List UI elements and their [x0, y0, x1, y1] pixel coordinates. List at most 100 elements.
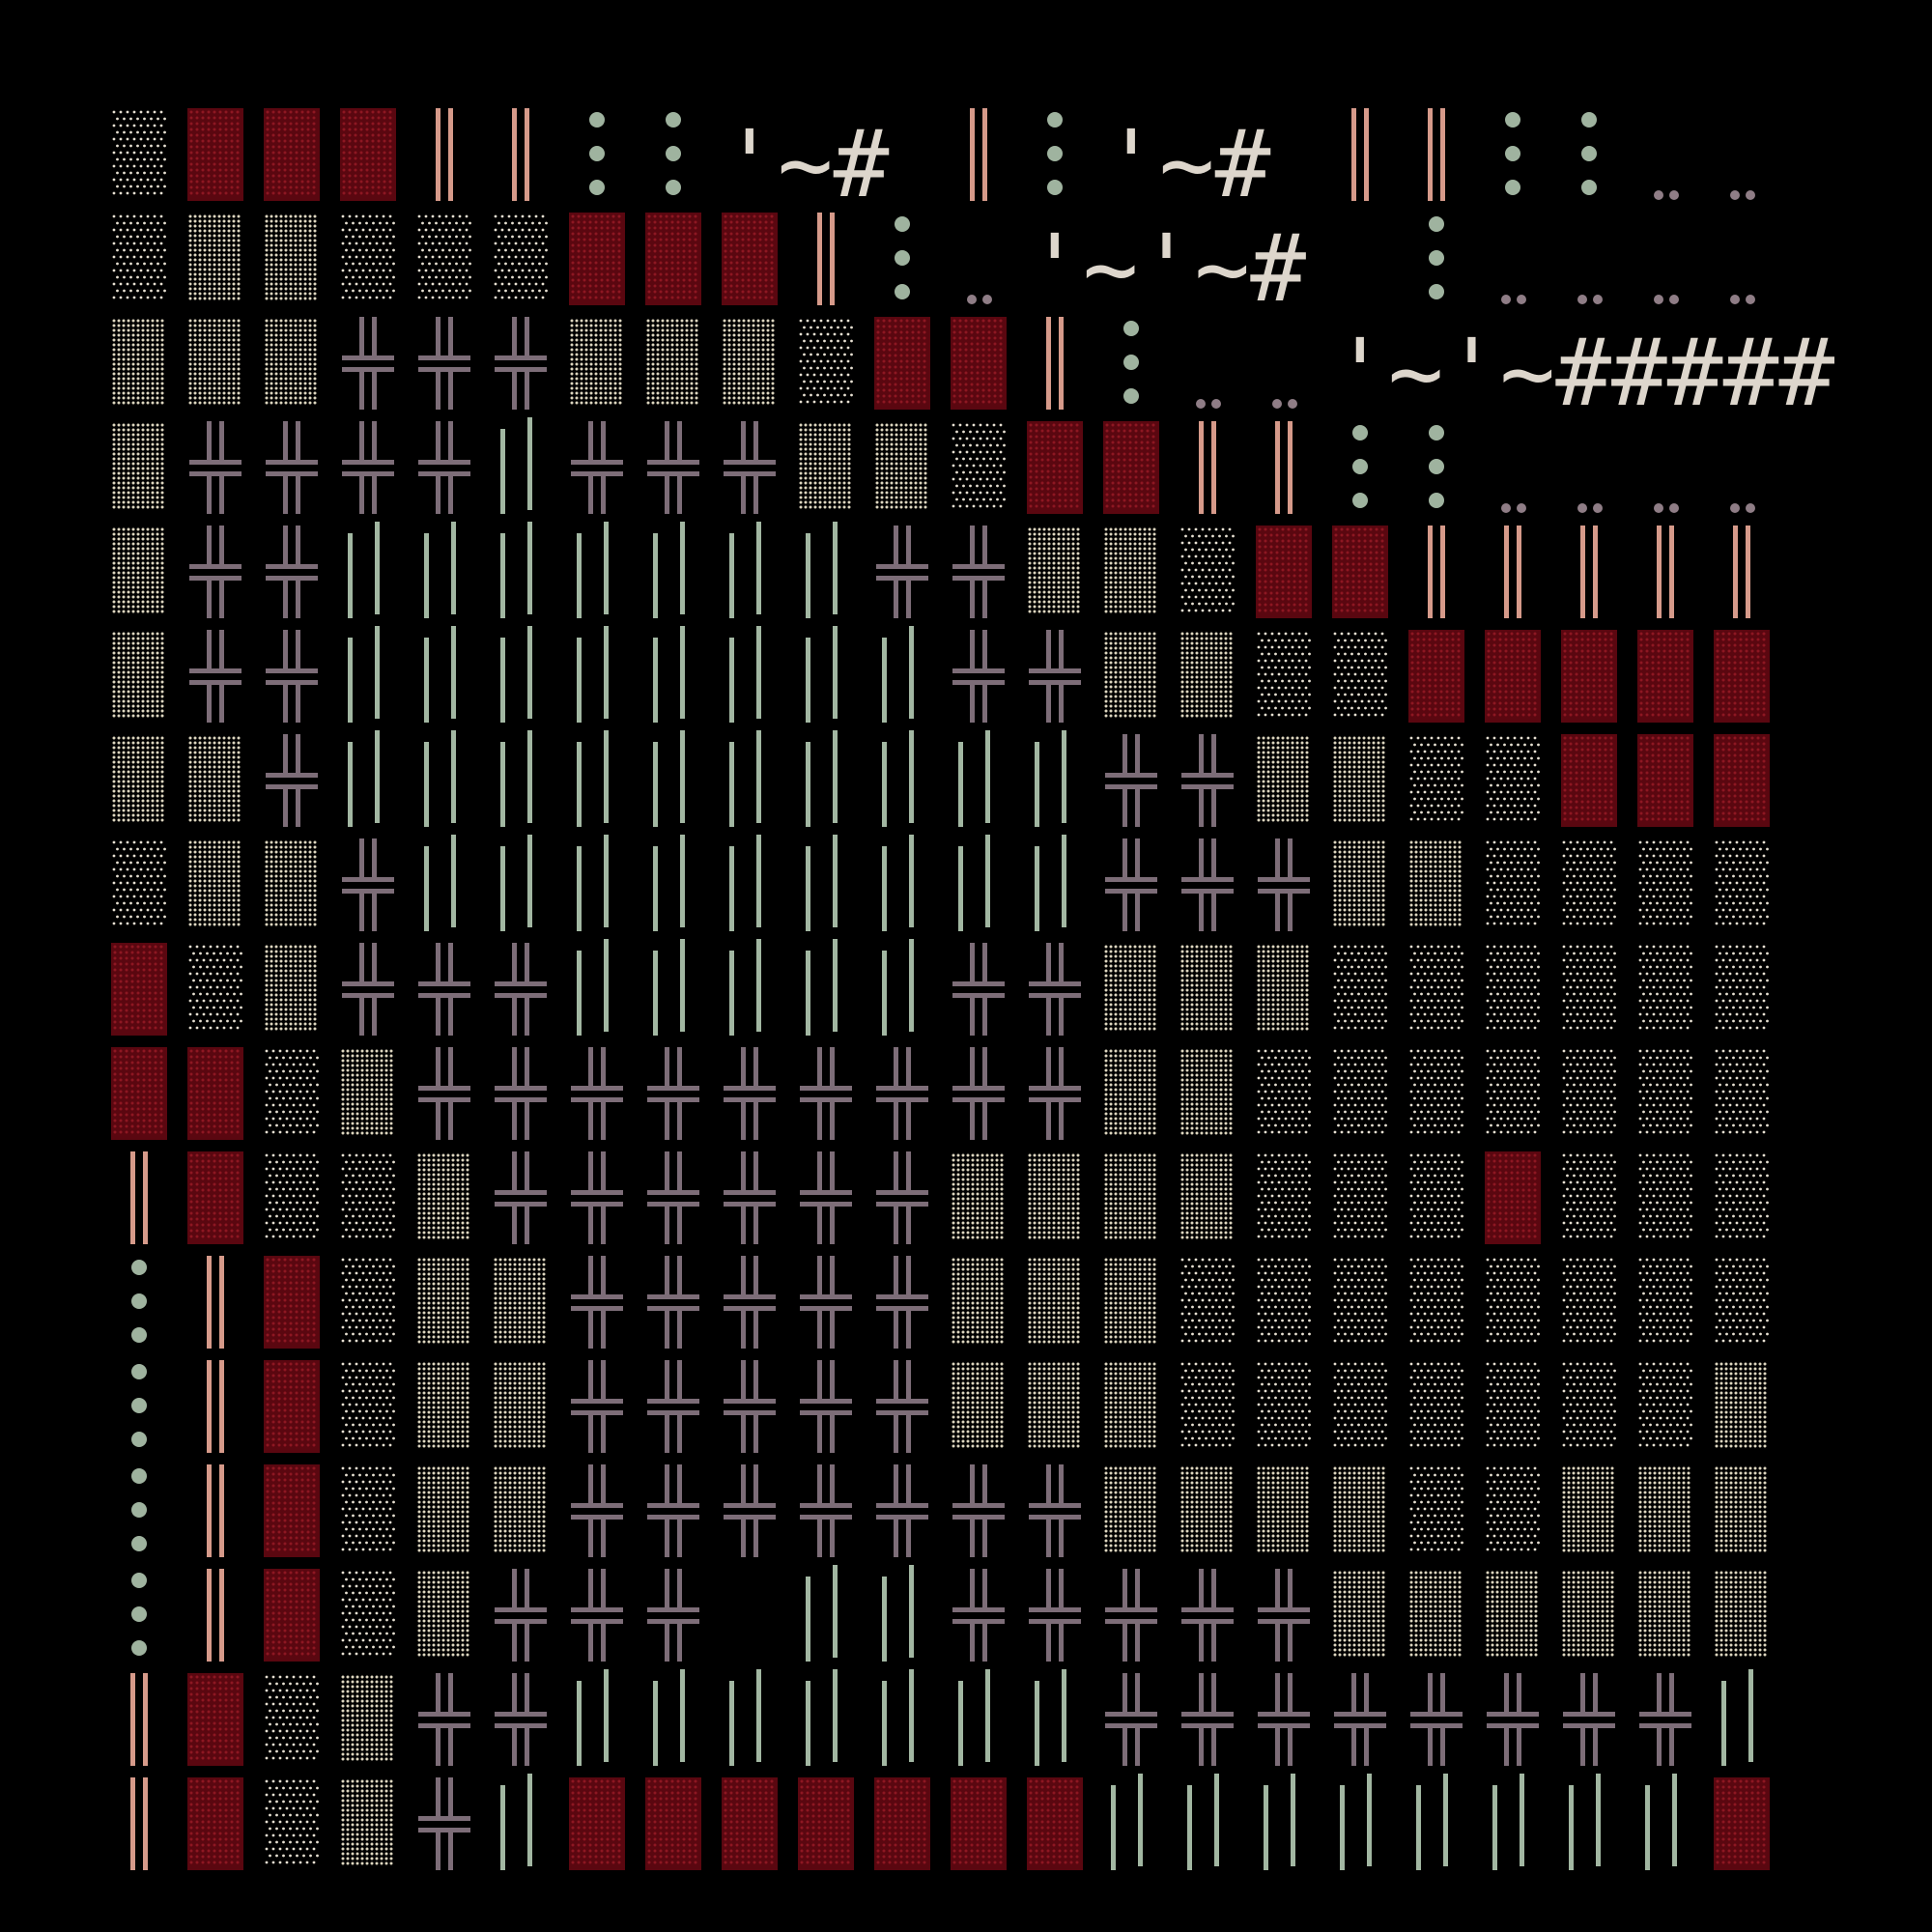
cross-glyph-r4-c11	[952, 526, 1005, 618]
dense-dot-tile-r10-c13	[1105, 1154, 1156, 1239]
cross-glyph-r15-c18	[1487, 1673, 1539, 1766]
sparse-dot-tile-r1-c5	[495, 215, 548, 299]
sparse-dot-tile-r11-c14	[1181, 1259, 1235, 1343]
cross-glyph-r9-c9	[800, 1047, 852, 1140]
sparse-dot-tile-r9-c19	[1563, 1050, 1616, 1134]
cross-glyph-r13-c8	[724, 1464, 776, 1557]
cross-glyph-r13-c12	[1029, 1464, 1081, 1557]
small-dot-pair-r0-c21	[1730, 190, 1755, 200]
pink-double-bar-r0-c5	[512, 108, 529, 201]
cross-glyph-r15-c14	[1181, 1673, 1234, 1766]
cross-glyph-r9-c7	[647, 1047, 699, 1140]
cross-glyph-r3-c6	[571, 421, 623, 514]
sparse-dot-tile-r7-c18	[1487, 841, 1540, 925]
dense-dot-tile-r14-c21	[1716, 1572, 1767, 1657]
green-bar-pair-r7-c4	[424, 835, 456, 931]
pink-double-bar-r1-c9	[817, 213, 835, 305]
cross-glyph-r7-c13	[1105, 838, 1157, 931]
dense-dot-tile-r1-c2	[266, 215, 317, 300]
sparse-dot-tile-r7-c19	[1563, 841, 1616, 925]
cross-glyph-r7-c14	[1181, 838, 1234, 931]
dense-dot-tile-r8-c2	[266, 946, 317, 1031]
green-vertical-dots-r3-c16	[1352, 425, 1368, 508]
dense-dot-tile-r6-c0	[113, 737, 164, 822]
red-dotted-block-r1-c6	[569, 213, 625, 305]
cross-glyph-r13-c10	[876, 1464, 928, 1557]
green-bar-pair-r7-c6	[577, 835, 609, 931]
red-dotted-block-r9-c1	[187, 1047, 243, 1140]
pink-double-bar-r0-c16	[1351, 108, 1369, 201]
sparse-dot-tile-r8-c17	[1410, 946, 1463, 1030]
sparse-dot-tile-r11-c20	[1639, 1259, 1692, 1343]
red-dotted-block-r4-c16	[1332, 526, 1388, 618]
sparse-dot-tile-r9-c20	[1639, 1050, 1692, 1134]
green-bar-pair-r14-c9	[806, 1565, 838, 1662]
sparse-dot-tile-r9-c21	[1716, 1050, 1769, 1134]
red-dotted-block-r16-c11	[951, 1777, 1007, 1870]
green-bar-pair-r6-c5	[500, 730, 532, 827]
pink-double-bar-r3-c14	[1199, 421, 1216, 514]
pink-double-bar-r15-c0	[130, 1673, 148, 1766]
cross-glyph-r11-c10	[876, 1256, 928, 1349]
dense-dot-tile-r4-c13	[1105, 528, 1156, 613]
cross-glyph-r8-c4	[418, 943, 470, 1036]
red-dotted-block-r15-c1	[187, 1673, 243, 1766]
cross-glyph-r6-c13	[1105, 734, 1157, 827]
small-dot-pair-r3-c18	[1501, 503, 1526, 513]
cross-glyph-r11-c6	[571, 1256, 623, 1349]
small-dot-pair-r2-c15	[1272, 399, 1297, 409]
pink-double-bar-r4-c19	[1580, 526, 1598, 618]
sparse-dot-tile-r9-c2	[266, 1050, 319, 1134]
green-bar-pair-r5-c5	[500, 626, 532, 723]
cross-glyph-r6-c2	[266, 734, 318, 827]
sparse-dot-tile-r10-c19	[1563, 1154, 1616, 1238]
green-bar-pair-r4-c3	[348, 522, 380, 618]
cross-glyph-r12-c8	[724, 1360, 776, 1453]
cross-glyph-r3-c4	[418, 421, 470, 514]
dense-dot-tile-r8-c15	[1258, 946, 1309, 1031]
red-dotted-block-r6-c20	[1637, 734, 1693, 827]
green-bar-pair-r6-c12	[1035, 730, 1066, 827]
sparse-dot-tile-r9-c17	[1410, 1050, 1463, 1134]
cross-glyph-r8-c3	[342, 943, 394, 1036]
sparse-dot-tile-r8-c19	[1563, 946, 1616, 1030]
red-dotted-block-r16-c10	[874, 1777, 930, 1870]
dense-dot-tile-r2-c1	[189, 320, 241, 405]
cross-glyph-r3-c8	[724, 421, 776, 514]
green-bar-pair-r4-c4	[424, 522, 456, 618]
cross-glyph-r3-c1	[189, 421, 242, 514]
cross-glyph-r9-c8	[724, 1047, 776, 1140]
dense-dot-tile-r13-c15	[1258, 1467, 1309, 1552]
pink-double-bar-r4-c17	[1428, 526, 1445, 618]
sparse-dot-tile-r14-c3	[342, 1572, 395, 1656]
cross-glyph-r9-c11	[952, 1047, 1005, 1140]
small-dot-pair-r3-c19	[1577, 503, 1603, 513]
dense-dot-tile-r16-c3	[342, 1780, 393, 1865]
sparse-dot-tile-r10-c21	[1716, 1154, 1769, 1238]
green-bar-pair-r6-c6	[577, 730, 609, 827]
pink-double-bar-r4-c20	[1657, 526, 1674, 618]
cross-glyph-r14-c7	[647, 1569, 699, 1662]
small-dot-pair-r3-c20	[1654, 503, 1679, 513]
pink-double-bar-r10-c0	[130, 1151, 148, 1244]
cross-glyph-r11-c7	[647, 1256, 699, 1349]
cross-glyph-r9-c5	[495, 1047, 547, 1140]
dense-dot-tile-r7-c16	[1334, 841, 1385, 926]
green-bar-pair-r3-c5	[500, 417, 532, 514]
red-dotted-block-r2-c10	[874, 317, 930, 410]
cross-glyph-r12-c9	[800, 1360, 852, 1453]
pink-double-bar-r0-c11	[970, 108, 987, 201]
dense-dot-tile-r9-c3	[342, 1050, 393, 1135]
red-dotted-block-r16-c21	[1714, 1777, 1770, 1870]
cross-glyph-r4-c10	[876, 526, 928, 618]
sparse-dot-tile-r9-c18	[1487, 1050, 1540, 1134]
red-dotted-block-r2-c11	[951, 317, 1007, 410]
green-bar-pair-r16-c13	[1111, 1774, 1143, 1870]
green-bar-pair-r5-c10	[882, 626, 914, 723]
green-bar-pair-r7-c12	[1035, 835, 1066, 931]
green-bar-pair-r6-c8	[729, 730, 761, 827]
red-dotted-block-r6-c21	[1714, 734, 1770, 827]
green-bar-pair-r16-c17	[1416, 1774, 1448, 1870]
pink-double-bar-r13-c1	[207, 1464, 224, 1557]
small-dot-pair-r0-c20	[1654, 190, 1679, 200]
